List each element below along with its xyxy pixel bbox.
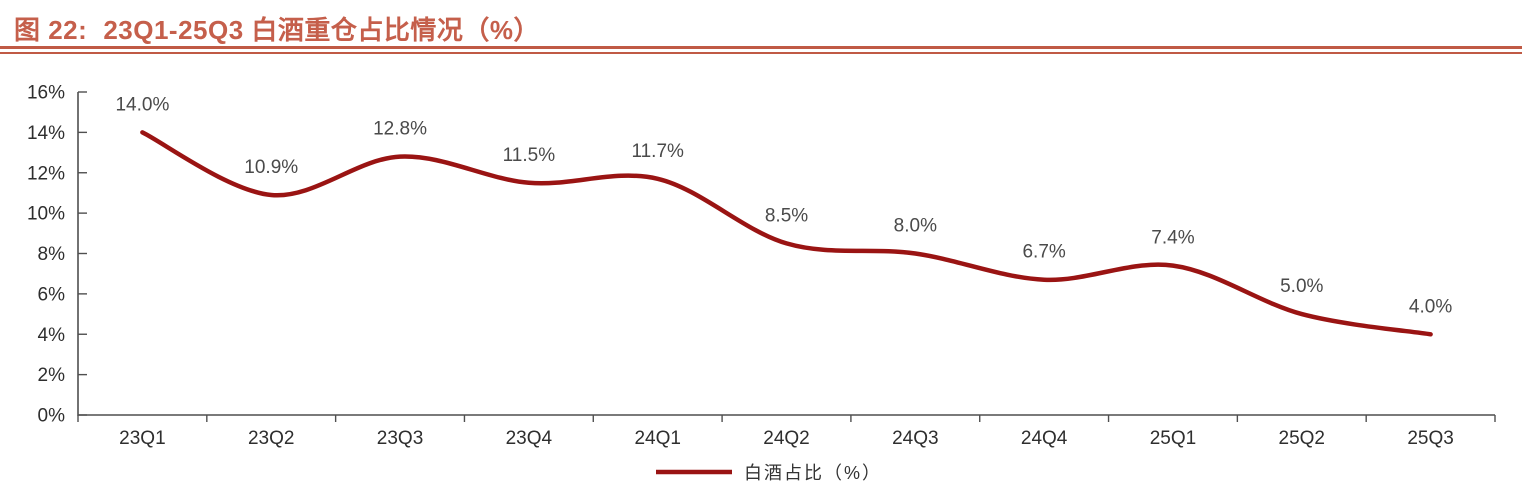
series-path-baijiu [140,130,1433,337]
data-label: 7.4% [1151,228,1194,249]
data-label: 8.0% [894,216,937,237]
data-label: 14.0% [115,94,169,115]
x-tick-label: 23Q3 [377,428,423,449]
data-label: 5.0% [1280,276,1323,297]
y-tick-label: 8% [38,244,66,265]
figure-number-label: 图 22: [14,15,88,45]
data-label: 6.7% [1022,242,1065,263]
data-label: 11.7% [631,141,684,162]
data-label: 10.9% [244,157,298,178]
y-tick-label: 0% [38,406,66,427]
x-axis: 23Q1 23Q2 23Q3 23Q4 24Q1 24Q2 24Q3 24Q4 25Q1 25Q2… [77,415,1496,449]
figure-title: 23Q1-25Q3 白酒重仓占比情况（%） [103,15,541,45]
header-rule-thick [0,46,1522,49]
y-tick-label: 4% [38,325,66,346]
header-rule-thin [0,52,1522,54]
axes [77,92,1495,416]
data-label: 4.0% [1409,296,1452,317]
y-tick-label: 2% [38,365,66,386]
x-tick-label: 25Q3 [1407,428,1453,449]
data-labels: 14.0% 10.9% 12.8% 11.5% 11.7% 8.5% 8.0% 6.7% 7.4… [115,94,1452,317]
legend: 白酒占比（%） [656,463,882,483]
series-line [140,130,1433,337]
data-label: 12.8% [373,119,427,140]
data-label: 11.5% [503,145,556,166]
figure-header: 图 22: 23Q1-25Q3 白酒重仓占比情况（%） [14,10,540,47]
x-tick-label: 24Q2 [763,428,809,449]
y-tick-label: 16% [27,83,65,104]
x-tick-label: 24Q4 [1021,428,1068,449]
legend-label: 白酒占比（%） [744,463,882,483]
y-axis: 0% 2% 4% 6% 8% 10% 12% 14% 16% [27,83,87,427]
y-tick-label: 12% [27,163,65,184]
x-tick-label: 23Q2 [248,428,294,449]
x-tick-label: 24Q3 [892,428,938,449]
x-tick-label: 25Q1 [1150,428,1196,449]
y-tick-label: 6% [38,284,66,305]
x-tick-label: 23Q1 [119,428,165,449]
y-tick-label: 14% [27,123,65,144]
x-tick-label: 24Q1 [634,428,680,449]
x-tick-label: 25Q2 [1279,428,1325,449]
data-label: 8.5% [765,205,808,226]
y-tick-label: 10% [27,204,65,225]
x-tick-label: 23Q4 [506,428,553,449]
